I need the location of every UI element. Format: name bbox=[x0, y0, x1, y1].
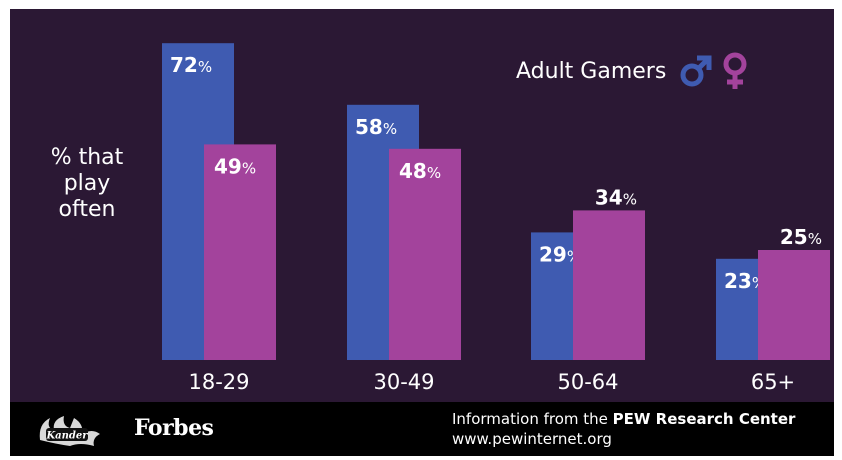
female-symbol-icon bbox=[723, 52, 747, 89]
data-label-female-18-29: 49% bbox=[214, 154, 256, 178]
legend: Adult Gamers bbox=[516, 49, 750, 93]
source-name: PEW Research Center bbox=[612, 410, 796, 428]
x-tick-label-65+: 65+ bbox=[751, 370, 795, 394]
forbes-logo: Forbes bbox=[134, 415, 214, 441]
bar-female-50-64 bbox=[573, 210, 645, 360]
source-text: Information from the PEW Research Center bbox=[452, 410, 795, 428]
bar-female-30-49 bbox=[389, 148, 461, 360]
chart-frame: 72%49%18-2958%48%30-4929%34%50-6423%25%6… bbox=[10, 9, 834, 456]
bar-female-65+ bbox=[758, 250, 830, 360]
male-symbol-icon bbox=[680, 55, 712, 87]
x-tick-label-50-64: 50-64 bbox=[557, 370, 618, 394]
data-label-female-30-49: 48% bbox=[399, 159, 441, 183]
kander-logo-text: Kander bbox=[45, 431, 88, 442]
bar-female-18-29 bbox=[204, 144, 276, 360]
legend-label: Adult Gamers bbox=[516, 58, 667, 84]
bar-chart: 72%49%18-2958%48%30-4929%34%50-6423%25%6… bbox=[162, 43, 830, 394]
x-tick-label-18-29: 18-29 bbox=[188, 370, 249, 394]
data-label-female-50-64: 34% bbox=[595, 185, 637, 209]
x-tick-label-30-49: 30-49 bbox=[373, 370, 434, 394]
y-axis-label: % that play often bbox=[50, 145, 124, 222]
kander-dragon-logo: Kander bbox=[39, 416, 100, 446]
source-prefix: Information from the bbox=[452, 410, 608, 428]
source-url: www.pewinternet.org bbox=[452, 430, 612, 448]
footer: Kander Forbes Information from the PEW R… bbox=[10, 402, 834, 456]
data-label-female-65+: 25% bbox=[780, 225, 822, 249]
data-label-male-18-29: 72% bbox=[170, 53, 212, 77]
data-label-male-30-49: 58% bbox=[355, 115, 397, 139]
